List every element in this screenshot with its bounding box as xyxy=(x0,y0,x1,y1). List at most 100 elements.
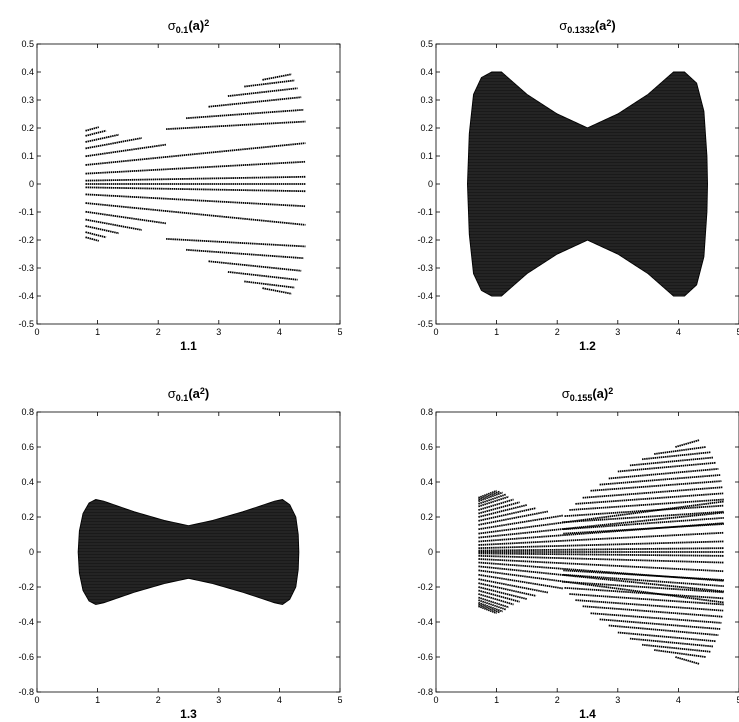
y-tick-label: 0.4 xyxy=(420,477,433,487)
x-tick-label: 2 xyxy=(555,327,560,337)
data-ray xyxy=(478,510,549,526)
panel-label: 1.1 xyxy=(180,339,197,353)
y-tick-label: -0.8 xyxy=(18,687,34,697)
x-tick-label: 4 xyxy=(277,695,282,705)
data-ray xyxy=(608,467,719,480)
data-ray xyxy=(85,231,107,239)
x-tick-label: 1 xyxy=(95,695,100,705)
data-ray xyxy=(166,120,306,131)
y-tick-label: 0.2 xyxy=(420,123,433,133)
data-ray xyxy=(85,175,306,182)
x-tick-label: 1 xyxy=(95,327,100,337)
data-ray xyxy=(478,540,724,550)
y-tick-label: -0.4 xyxy=(417,291,433,301)
data-ray xyxy=(478,582,537,597)
data-ray xyxy=(629,637,714,648)
y-tick-label: -0.8 xyxy=(417,687,433,697)
data-ray xyxy=(575,492,724,505)
title-part: 0.1 xyxy=(176,25,189,35)
title-part: σ xyxy=(168,18,176,33)
data-ray xyxy=(599,474,721,486)
data-ray xyxy=(563,573,724,588)
x-tick-label: 3 xyxy=(216,327,221,337)
y-tick-label: 0.2 xyxy=(21,123,34,133)
y-tick-label: -0.1 xyxy=(18,207,34,217)
data-ray xyxy=(608,624,719,637)
data-ray xyxy=(85,126,100,132)
title-part: (a) xyxy=(592,386,608,401)
data-ray xyxy=(478,605,497,615)
data-ray xyxy=(186,108,304,120)
data-ray xyxy=(208,96,302,108)
data-ray xyxy=(478,565,724,593)
data-ray xyxy=(85,193,306,208)
data-ray xyxy=(641,643,711,653)
x-tick-label: 4 xyxy=(676,327,681,337)
y-tick-label: 0 xyxy=(29,547,34,557)
data-ray xyxy=(262,287,292,295)
x-tick-label: 5 xyxy=(736,695,739,705)
data-ray xyxy=(599,618,721,630)
y-tick-label: -0.3 xyxy=(18,263,34,273)
y-tick-label: -0.2 xyxy=(417,582,433,592)
y-tick-label: -0.5 xyxy=(18,319,34,329)
data-ray xyxy=(478,573,564,590)
y-tick-label: 0.1 xyxy=(420,151,433,161)
x-tick-label: 4 xyxy=(277,327,282,337)
data-ray xyxy=(478,558,724,573)
y-tick-label: -0.4 xyxy=(417,617,433,627)
x-tick-label: 4 xyxy=(676,695,681,705)
y-tick-label: -0.5 xyxy=(417,319,433,329)
data-ray xyxy=(85,186,306,193)
x-tick-label: 5 xyxy=(736,327,739,337)
data-ray xyxy=(478,601,503,613)
y-tick-label: 0.6 xyxy=(21,442,34,452)
title-part: σ xyxy=(559,18,567,33)
data-ray xyxy=(478,593,514,606)
title-part: 2 xyxy=(608,386,613,396)
data-ray xyxy=(654,446,706,455)
panel-label: 1.3 xyxy=(180,707,197,721)
data-ray xyxy=(590,480,722,492)
data-ray xyxy=(617,461,717,473)
y-tick-label: 0 xyxy=(29,179,34,189)
y-tick-label: 0.3 xyxy=(420,95,433,105)
y-tick-label: -0.4 xyxy=(18,291,34,301)
data-ray xyxy=(582,486,723,499)
data-ray xyxy=(478,511,724,539)
data-ray xyxy=(478,507,537,522)
y-tick-label: 0 xyxy=(428,179,433,189)
data-ray xyxy=(478,498,514,511)
data-ray xyxy=(227,271,298,281)
chart-panel-1: σ0.1(a)20 1 2 3 4 50.50.40.30.20.10-0.1-0.2-0… xyxy=(18,18,342,353)
x-tick-label: 2 xyxy=(156,327,161,337)
data-ray xyxy=(478,569,724,604)
chart-title: σ0.1(a)2 xyxy=(168,18,209,35)
y-tick-label: 0.5 xyxy=(420,39,433,49)
y-tick-label: 0.4 xyxy=(21,67,34,77)
y-tick-label: 0 xyxy=(428,547,433,557)
title-part: 0.155 xyxy=(570,393,593,403)
data-ray xyxy=(85,137,143,150)
data-ray xyxy=(85,210,167,225)
data-ray xyxy=(478,596,509,609)
y-tick-label: 0.2 xyxy=(21,512,34,522)
y-tick-label: 0.3 xyxy=(21,95,34,105)
y-tick-label: 0.8 xyxy=(21,407,34,417)
y-tick-label: 0.4 xyxy=(420,67,433,77)
data-region xyxy=(467,71,708,297)
data-ray xyxy=(478,495,509,508)
y-tick-label: -0.1 xyxy=(417,207,433,217)
data-ray xyxy=(478,589,520,603)
data-ray xyxy=(654,649,706,658)
data-ray xyxy=(244,280,295,289)
data-ray xyxy=(85,225,120,235)
y-tick-label: -0.6 xyxy=(18,652,34,662)
data-ray xyxy=(85,129,107,137)
data-ray xyxy=(85,160,306,175)
data-ray xyxy=(85,143,167,158)
data-ray xyxy=(478,552,724,557)
y-tick-label: 0.5 xyxy=(21,39,34,49)
x-tick-label: 1 xyxy=(494,327,499,337)
data-ray xyxy=(563,516,724,531)
